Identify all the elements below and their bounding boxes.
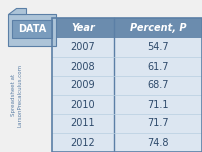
- Text: 54.7: 54.7: [147, 43, 169, 52]
- Text: 68.7: 68.7: [147, 81, 169, 90]
- Text: DATA: DATA: [18, 24, 46, 34]
- Text: 2012: 2012: [71, 138, 95, 147]
- Text: Spreadsheet at: Spreadsheet at: [12, 74, 17, 116]
- FancyBboxPatch shape: [52, 18, 202, 152]
- FancyBboxPatch shape: [52, 38, 202, 57]
- Polygon shape: [8, 8, 26, 14]
- FancyBboxPatch shape: [52, 114, 202, 133]
- Text: LarsonPrecalculus.com: LarsonPrecalculus.com: [18, 63, 22, 127]
- Text: 61.7: 61.7: [147, 62, 169, 71]
- FancyBboxPatch shape: [52, 18, 202, 38]
- Text: 2010: 2010: [71, 100, 95, 109]
- Text: 74.8: 74.8: [147, 138, 169, 147]
- Text: 71.7: 71.7: [147, 119, 169, 128]
- FancyBboxPatch shape: [52, 76, 202, 95]
- FancyBboxPatch shape: [52, 57, 202, 76]
- FancyBboxPatch shape: [52, 133, 202, 152]
- Text: 2007: 2007: [71, 43, 95, 52]
- FancyBboxPatch shape: [52, 95, 202, 114]
- Text: 2011: 2011: [71, 119, 95, 128]
- Text: Percent, P: Percent, P: [130, 23, 186, 33]
- FancyBboxPatch shape: [8, 14, 56, 46]
- Text: 2008: 2008: [71, 62, 95, 71]
- Text: Year: Year: [71, 23, 95, 33]
- FancyBboxPatch shape: [12, 20, 52, 38]
- Text: 2009: 2009: [71, 81, 95, 90]
- Text: 71.1: 71.1: [147, 100, 169, 109]
